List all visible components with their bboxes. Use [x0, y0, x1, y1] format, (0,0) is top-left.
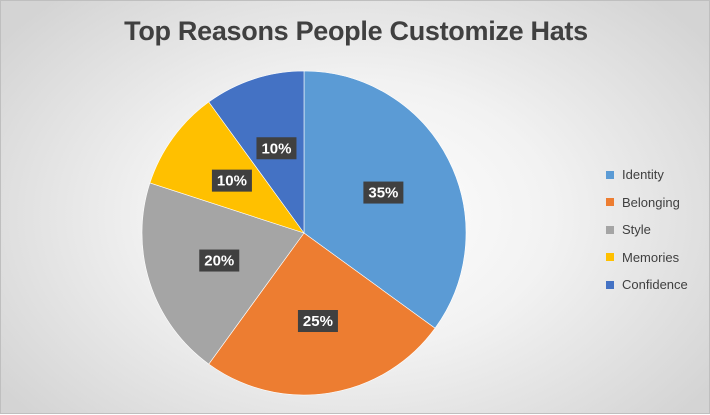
- data-label-memories: 10%: [211, 169, 252, 192]
- data-label-text: 25%: [303, 313, 333, 330]
- data-label-identity: 35%: [363, 181, 404, 204]
- data-label-box: [363, 181, 404, 204]
- data-label-confidence: 10%: [256, 137, 297, 160]
- legend-swatch: [606, 225, 614, 234]
- data-label-box: [256, 137, 297, 160]
- data-label-text: 35%: [368, 185, 398, 202]
- pie-slice-style: [141, 182, 305, 365]
- legend-label: Style: [622, 222, 651, 238]
- data-label-text: 20%: [204, 253, 234, 270]
- data-label-style: 20%: [199, 249, 240, 272]
- legend-label: Identity: [622, 167, 664, 183]
- chart-title: Top Reasons People Customize Hats: [124, 16, 588, 46]
- data-label-text: 10%: [261, 140, 291, 157]
- legend-swatch: [606, 280, 614, 289]
- legend-item-belonging: Belonging: [606, 189, 688, 217]
- legend-item-memories: Memories: [606, 244, 688, 272]
- data-label-box: [211, 169, 252, 192]
- legend-item-confidence: Confidence: [606, 271, 688, 299]
- legend-label: Confidence: [622, 277, 688, 293]
- legend-swatch: [606, 253, 614, 262]
- legend-swatch: [606, 198, 614, 207]
- pie-slice-memories: [149, 101, 305, 234]
- legend-label: Memories: [622, 249, 680, 265]
- data-label-box: [297, 310, 338, 333]
- legend-item-identity: Identity: [606, 161, 688, 189]
- data-label-text: 10%: [217, 173, 247, 190]
- legend-item-style: Style: [606, 216, 688, 244]
- pie-slice-confidence: [208, 70, 305, 234]
- legend: Identity Belonging Style Memories Confidence: [606, 161, 688, 299]
- legend-label: Belonging: [622, 194, 680, 210]
- data-label-box: [199, 249, 240, 272]
- legend-swatch: [606, 170, 614, 179]
- data-label-belonging: 25%: [297, 310, 338, 333]
